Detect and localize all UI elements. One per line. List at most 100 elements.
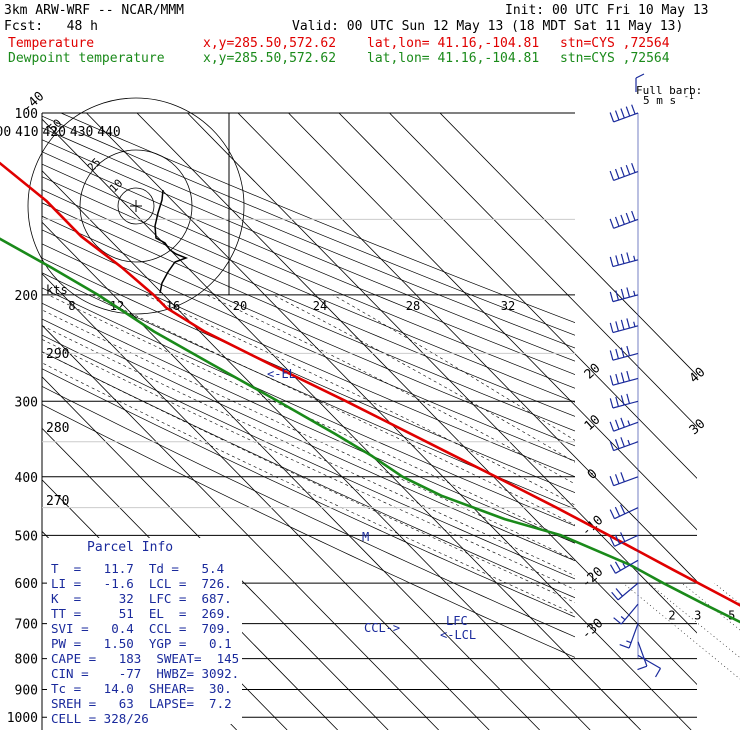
valid-time: Valid: 00 UTC Sun 12 May 13 (18 MDT Sat …: [292, 19, 684, 34]
wind-barb-half: [633, 255, 636, 261]
wind-barbs: [609, 104, 662, 678]
wind-barb: [609, 437, 639, 452]
hodograph-speed-tick: 28: [406, 299, 420, 313]
dry-adiabat: [42, 318, 575, 562]
parcel-info-row: PW = 1.50 YGP = 0.1: [51, 636, 232, 651]
wind-barb-flag: [626, 287, 631, 298]
pressure-tick-label: 200: [15, 289, 38, 304]
wind-barb-flag: [620, 253, 625, 264]
temp-legend-latlon: lat,lon= 41.16,-104.81: [367, 36, 540, 51]
wind-barb-flag: [609, 375, 614, 386]
wind-barb: [609, 163, 639, 182]
temp-legend-label: Temperature: [8, 36, 95, 51]
wind-barb-flag: [620, 532, 626, 542]
wind-barb-flag: [620, 372, 625, 383]
wind-barb-staff: [612, 259, 639, 268]
wind-barb: [611, 582, 639, 601]
mixing-ratio-label: 5: [728, 609, 735, 623]
barb-legend: Full barb:5 m s -1: [635, 73, 702, 107]
wind-barb-flag: [609, 441, 615, 451]
isotherm-line: [42, 324, 439, 730]
wind-barb-flag: [620, 437, 625, 447]
dew-legend-xy: x,y=285.50,572.62: [203, 51, 337, 66]
parcel-info-row: Tc = 14.0 SHEAR= 30.: [51, 681, 232, 696]
pressure-tick-label: 900: [15, 684, 38, 699]
pressure-tick-label: 1000: [7, 711, 38, 726]
wind-barb-flag: [614, 110, 620, 121]
pressure-tick-label: 600: [15, 577, 38, 592]
wind-barb: [609, 417, 639, 432]
moist-adiabat: [42, 362, 575, 615]
mixing-ratio-line: [648, 582, 740, 658]
dry-adiabat: [42, 404, 575, 658]
dry-adiabat: [42, 189, 575, 417]
wind-barb-flag: [626, 345, 631, 356]
wind-barb-half: [633, 290, 636, 296]
wind-barb-flag: [654, 668, 662, 678]
wind-barb-flag: [611, 591, 619, 601]
wind-barb-flag: [609, 398, 614, 409]
wind-barb-staff: [612, 325, 639, 334]
hodograph-axis-label: kts: [46, 283, 68, 297]
wind-barb-flag: [609, 291, 614, 302]
wind-barb-half: [622, 562, 626, 568]
wind-barb-flag: [614, 216, 620, 227]
wind-barb: [609, 318, 639, 334]
pressure-tick-labels: 100 200 300 400 500 600 700 800 900 1000: [7, 107, 38, 726]
hodograph-speed-tick: 32: [501, 299, 515, 313]
wind-barb-flag: [615, 373, 619, 384]
model-title: 3km ARW-WRF -- NCAR/MMM: [4, 3, 185, 18]
barb-legend-flag: [635, 73, 645, 79]
el-annotation: <-EL: [267, 367, 296, 381]
wind-barb-staff: [628, 623, 639, 649]
pressure-tick-label: 400: [15, 471, 38, 486]
dew-legend-label: Dewpoint temperature: [8, 51, 165, 66]
dew-legend-latlon: lat,lon= 41.16,-104.81: [367, 51, 540, 66]
dry-adiabat: [42, 368, 575, 618]
wind-barb-staff: [614, 534, 639, 547]
sounding-annotations: <-EL LFC<-LCL CCL-> M: [267, 367, 476, 642]
wind-barb-flag: [626, 370, 631, 381]
wind-barb-flag: [625, 212, 631, 223]
wind-barb-flag: [626, 252, 631, 263]
hodograph-ring-label: 25: [85, 156, 104, 175]
wind-barb-staff: [612, 400, 639, 409]
wind-barb-half: [627, 439, 631, 445]
parcel-info-row: T = 11.7 Td = 5.4: [51, 561, 225, 576]
isotherm-line: [439, 113, 697, 376]
hodograph-trace: [154, 189, 189, 294]
theta-left-label: 270: [46, 494, 69, 509]
mixing-ratio-line: [681, 582, 740, 631]
wind-barb-flag: [609, 322, 614, 333]
barb-legend-title: Full barb:: [636, 84, 702, 97]
isotherm-line: [338, 113, 697, 479]
hodograph-speed-tick: 24: [313, 299, 327, 313]
wind-barb-flag: [625, 164, 631, 175]
wind-barb: [637, 654, 662, 678]
moist-adiabat: [42, 325, 575, 576]
wind-barb-flag: [609, 350, 614, 361]
hodograph-ring: [27, 97, 245, 315]
dry-adiabat-lines: [42, 113, 575, 658]
wind-barb-flag: [609, 421, 615, 432]
wind-barb-staff: [637, 641, 648, 667]
isotherm-line: [136, 113, 697, 686]
wind-barb-flag: [614, 439, 620, 449]
wind-barb: [609, 210, 639, 229]
hodograph-ring-label: 10: [107, 177, 126, 196]
theta-left-label: 280: [46, 421, 69, 436]
wind-barb-flag: [614, 561, 621, 571]
wind-barb: [609, 472, 639, 487]
ccl-annotation: CCL->: [364, 621, 400, 635]
wind-barb-flag: [615, 396, 619, 407]
wind-barb-flag: [609, 476, 615, 486]
theta-label: 400: [0, 125, 11, 140]
wind-barb: [609, 559, 639, 574]
dry-adiabat: [42, 215, 575, 447]
parcel-info-row: K = 32 LFC = 687.: [51, 591, 232, 606]
parcel-info-row: CIN = -77 HWBZ= 3092.: [51, 666, 240, 681]
wind-barb-flag: [615, 348, 619, 359]
dew-legend-station: stn=CYS ,72564: [560, 51, 670, 66]
moist-adiabat: [92, 294, 575, 526]
wind-barb: [609, 370, 639, 386]
